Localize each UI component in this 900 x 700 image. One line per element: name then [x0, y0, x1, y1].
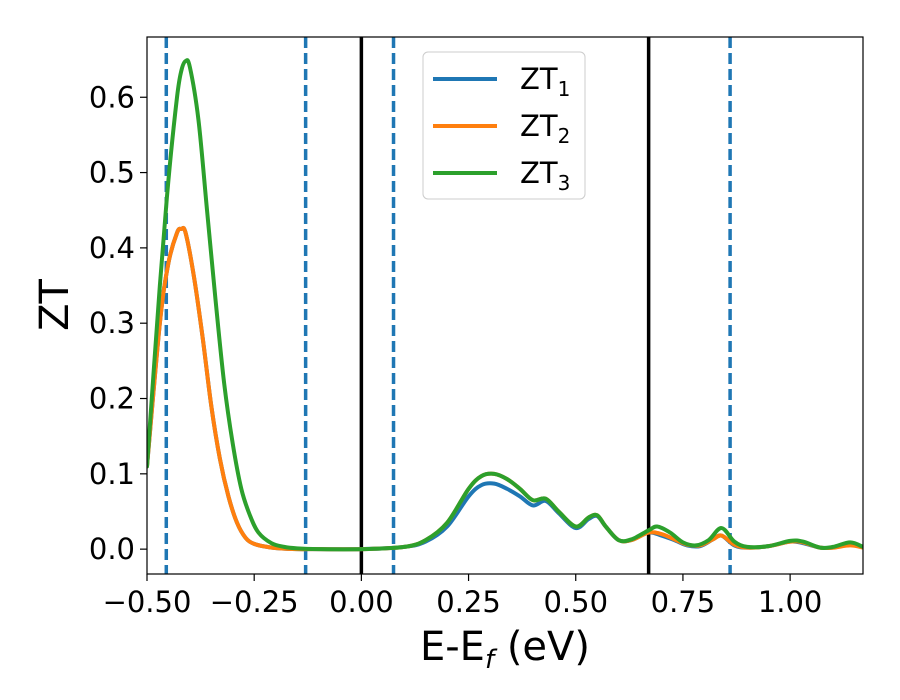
- y-tick-label: 0.4: [89, 231, 135, 265]
- y-axis-label: ZT: [32, 279, 78, 331]
- series-layer: [147, 58, 863, 552]
- vertical-lines: [164, 37, 732, 574]
- plot-frame: [146, 36, 864, 575]
- legend: ZT1 ZT2 ZT3: [422, 51, 586, 200]
- y-tick-label: 0.3: [89, 306, 135, 340]
- legend-label-zt1: ZT1: [520, 62, 570, 101]
- y-tick-label: 0.6: [89, 80, 135, 114]
- legend-label-zt2: ZT2: [520, 109, 570, 148]
- x-axis-label: E-Ef (eV): [420, 624, 590, 675]
- legend-label-zt3: ZT3: [520, 156, 570, 195]
- y-tick-label: 0.5: [89, 156, 135, 190]
- x-tick-label: −0.50: [103, 585, 192, 619]
- y-tick-label: 0.0: [89, 532, 135, 566]
- series-line-zt2: [147, 225, 863, 552]
- x-tick-label: 0.50: [543, 585, 608, 619]
- legend-box: [422, 51, 586, 200]
- y-axis-ticks: 0.0 0.1 0.2 0.3 0.4 0.5 0.6: [89, 80, 147, 566]
- x-tick-label: 0.00: [329, 585, 394, 619]
- y-tick-label: 0.2: [89, 382, 135, 416]
- series-line-zt3: [147, 58, 863, 552]
- x-tick-label: −0.25: [210, 585, 299, 619]
- x-axis-ticks: −0.50 −0.25 0.00 0.25 0.50 0.75 1.00: [103, 574, 823, 619]
- x-tick-label: 0.25: [436, 585, 501, 619]
- series-line-zt1: [147, 225, 863, 552]
- x-tick-label: 0.75: [651, 585, 716, 619]
- x-tick-label: 1.00: [758, 585, 823, 619]
- y-tick-label: 0.1: [89, 457, 135, 491]
